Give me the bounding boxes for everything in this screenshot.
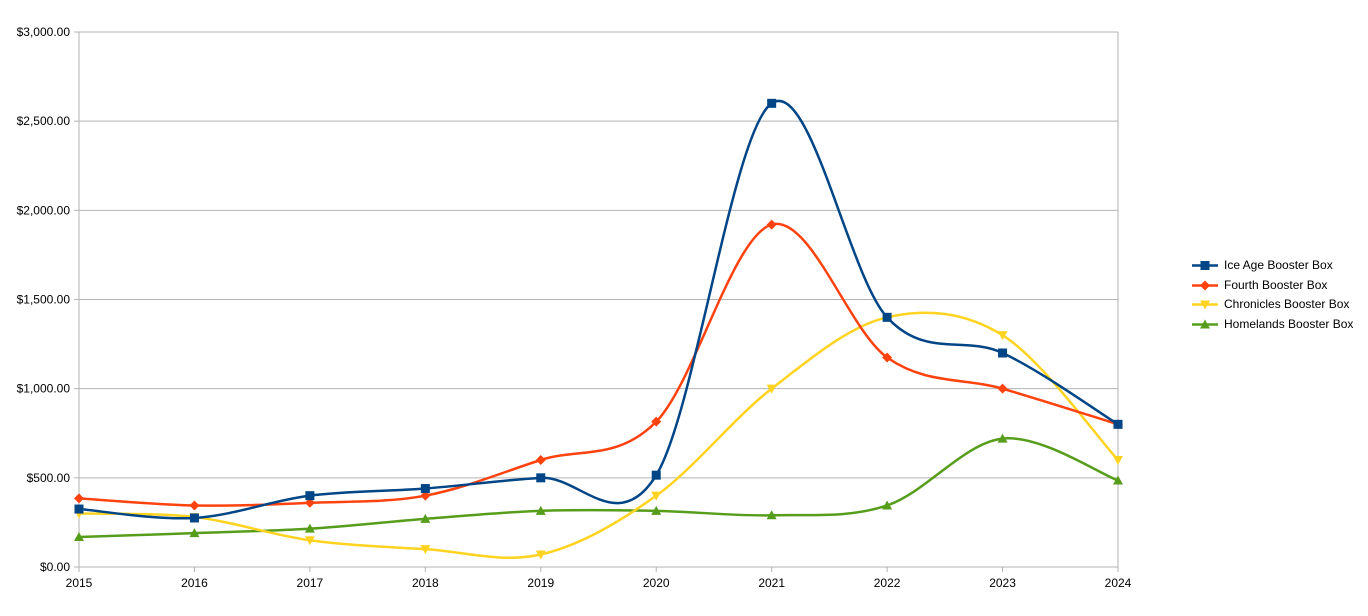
x-tick-label: 2015 — [66, 576, 93, 590]
legend-swatch-icon — [1190, 295, 1220, 314]
legend-marker-icon — [1200, 261, 1210, 270]
x-tick-label: 2019 — [527, 576, 554, 590]
data-point-fourth-booster-box — [651, 416, 662, 427]
data-point-chronicles-booster-box — [997, 331, 1008, 341]
legend-swatch-icon — [1190, 315, 1220, 334]
data-point-homelands-booster-box — [766, 510, 777, 520]
data-point-homelands-booster-box — [420, 513, 431, 523]
data-point-fourth-booster-box — [189, 500, 200, 511]
data-point-homelands-booster-box — [189, 528, 200, 538]
data-point-fourth-booster-box — [304, 497, 315, 508]
legend-item-ice-age-booster-box: Ice Age Booster Box — [1190, 256, 1366, 276]
data-point-homelands-booster-box — [304, 523, 315, 533]
data-point-homelands-booster-box — [882, 500, 893, 510]
x-tick-label: 2020 — [643, 576, 670, 590]
x-tick-label: 2022 — [874, 576, 901, 590]
data-point-chronicles-booster-box — [1113, 456, 1123, 465]
legend-label: Homelands Booster Box — [1224, 316, 1354, 331]
data-point-fourth-booster-box — [997, 383, 1008, 394]
legend-marker-icon — [1200, 280, 1210, 290]
data-point-homelands-booster-box — [1113, 475, 1123, 485]
legend-item-fourth-booster-box: Fourth Booster Box — [1190, 276, 1366, 296]
y-tick-label: $1,500.00 — [17, 293, 71, 307]
series-line-ice-age-booster-box — [78, 99, 1119, 520]
y-tick-label: $2,000.00 — [17, 203, 71, 217]
data-point-fourth-booster-box — [766, 219, 777, 230]
x-tick-label: 2016 — [181, 576, 208, 590]
legend-label: Chronicles Booster Box — [1224, 297, 1350, 311]
data-point-ice-age-booster-box — [998, 348, 1008, 358]
legend: Ice Age Booster Box Fourth Booster Box Chr… — [1190, 256, 1366, 334]
axes: $0.00 $500.00 $1,000.00 $1,500.00 $2,000.00 $… — [17, 25, 1132, 590]
data-point-ice-age-booster-box — [305, 491, 315, 501]
data-point-ice-age-booster-box — [189, 513, 199, 523]
series-markers — [74, 98, 1123, 560]
data-point-ice-age-booster-box — [651, 470, 661, 480]
data-point-homelands-booster-box — [997, 433, 1008, 443]
data-point-fourth-booster-box — [74, 493, 84, 504]
data-point-chronicles-booster-box — [766, 384, 777, 394]
data-point-chronicles-booster-box — [304, 536, 315, 546]
data-point-homelands-booster-box — [651, 505, 662, 515]
series-line-chronicles-booster-box — [78, 311, 1119, 560]
data-point-ice-age-booster-box — [767, 98, 777, 108]
legend-marker-icon — [1200, 300, 1210, 310]
data-point-ice-age-booster-box — [1113, 419, 1123, 429]
legend-item-chronicles-booster-box: Chronicles Booster Box — [1190, 295, 1366, 315]
y-tick-label: $3,000.00 — [17, 25, 71, 39]
x-tick-label: 2024 — [1105, 576, 1132, 590]
data-point-fourth-booster-box — [535, 455, 546, 465]
grid-lines — [79, 31, 1118, 568]
data-point-chronicles-booster-box — [651, 491, 662, 501]
data-point-ice-age-booster-box — [74, 504, 84, 514]
series-line-fourth-booster-box — [78, 222, 1119, 507]
data-point-homelands-booster-box — [74, 532, 84, 542]
y-tick-label: $2,500.00 — [17, 114, 71, 128]
y-tick-label: $1,000.00 — [17, 382, 71, 396]
x-tick-label: 2017 — [297, 576, 324, 590]
series-line-homelands-booster-box — [78, 437, 1119, 539]
x-tick-label: 2023 — [989, 576, 1016, 590]
legend-marker-icon — [1200, 319, 1210, 328]
data-point-ice-age-booster-box — [536, 473, 546, 483]
data-point-ice-age-booster-box — [882, 312, 892, 322]
data-point-chronicles-booster-box — [535, 550, 546, 560]
x-tick-label: 2018 — [412, 576, 439, 590]
legend-label: Ice Age Booster Box — [1224, 258, 1333, 272]
series-lines — [78, 99, 1119, 560]
legend-swatch-icon — [1190, 256, 1220, 275]
legend-label: Fourth Booster Box — [1224, 277, 1328, 292]
legend-swatch-icon — [1190, 276, 1220, 295]
y-tick-label: $500.00 — [27, 471, 71, 485]
data-point-homelands-booster-box — [535, 505, 546, 515]
data-point-chronicles-booster-box — [420, 545, 431, 555]
data-point-fourth-booster-box — [420, 490, 431, 501]
y-tick-label: $0.00 — [40, 560, 70, 574]
data-point-fourth-booster-box — [882, 352, 893, 363]
legend-item-homelands-booster-box: Homelands Booster Box — [1190, 315, 1366, 335]
x-tick-label: 2021 — [758, 576, 785, 590]
data-point-ice-age-booster-box — [420, 484, 430, 494]
